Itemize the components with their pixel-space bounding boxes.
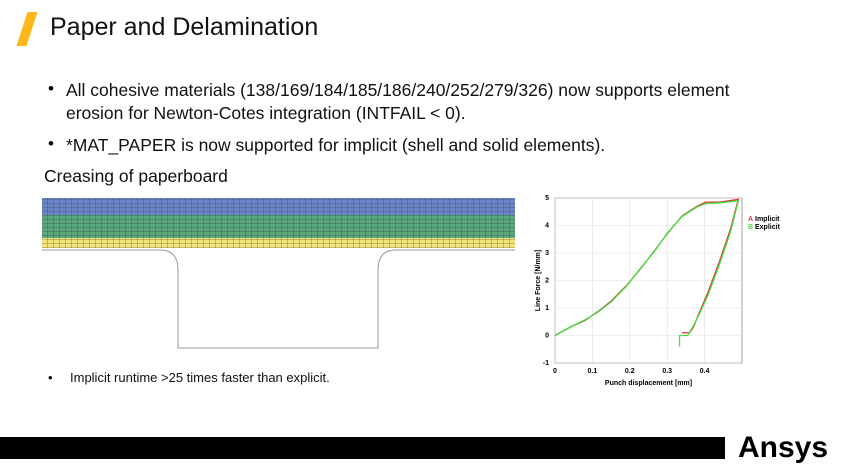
chart: 0 0.1 0.2 0.3 0.4 -1 0 1 2 3 4 5 Punch displacement …	[535, 195, 781, 387]
y-axis-label: Line Force [N/mm]	[535, 250, 542, 311]
paper-mesh	[42, 198, 515, 248]
bullet-dot: •	[48, 370, 53, 385]
legend-label: Implicit	[755, 216, 780, 223]
series-line	[554, 199, 740, 347]
y-tick-label: 1	[545, 305, 549, 312]
x-tick-label: 0.3	[662, 368, 672, 375]
y-tick-label: 2	[545, 277, 549, 284]
y-tick-label: 0	[545, 332, 549, 339]
y-tick-label: -1	[543, 360, 549, 367]
bullet-dot: •	[48, 79, 54, 98]
logo: Ansys	[738, 431, 828, 464]
die-outline	[42, 249, 515, 349]
y-tick-label: 4	[545, 222, 549, 229]
bullet-text: *MAT_PAPER is now supported for implicit…	[66, 135, 606, 155]
x-tick-label: 0.2	[625, 368, 635, 375]
legend-marker: A	[748, 216, 753, 223]
section-label: Creasing of paperboard	[44, 166, 228, 186]
bullet-dot: •	[48, 134, 54, 153]
slide-title: Paper and Delamination	[50, 13, 319, 41]
note: Implicit runtime >25 times faster than e…	[70, 370, 330, 385]
y-tick-label: 3	[545, 250, 549, 257]
footer-band	[0, 437, 725, 459]
x-tick-label: 0	[553, 368, 557, 375]
legend-label: Explicit	[755, 224, 781, 231]
x-tick-label: 0.1	[588, 368, 598, 375]
y-tick-label: 5	[545, 195, 549, 202]
bullet-text: All cohesive materials (138/169/184/185/…	[66, 80, 730, 123]
x-axis-label: Punch displacement [mm]	[605, 380, 692, 387]
legend-marker: B	[748, 224, 753, 231]
x-tick-label: 0.4	[700, 368, 710, 375]
